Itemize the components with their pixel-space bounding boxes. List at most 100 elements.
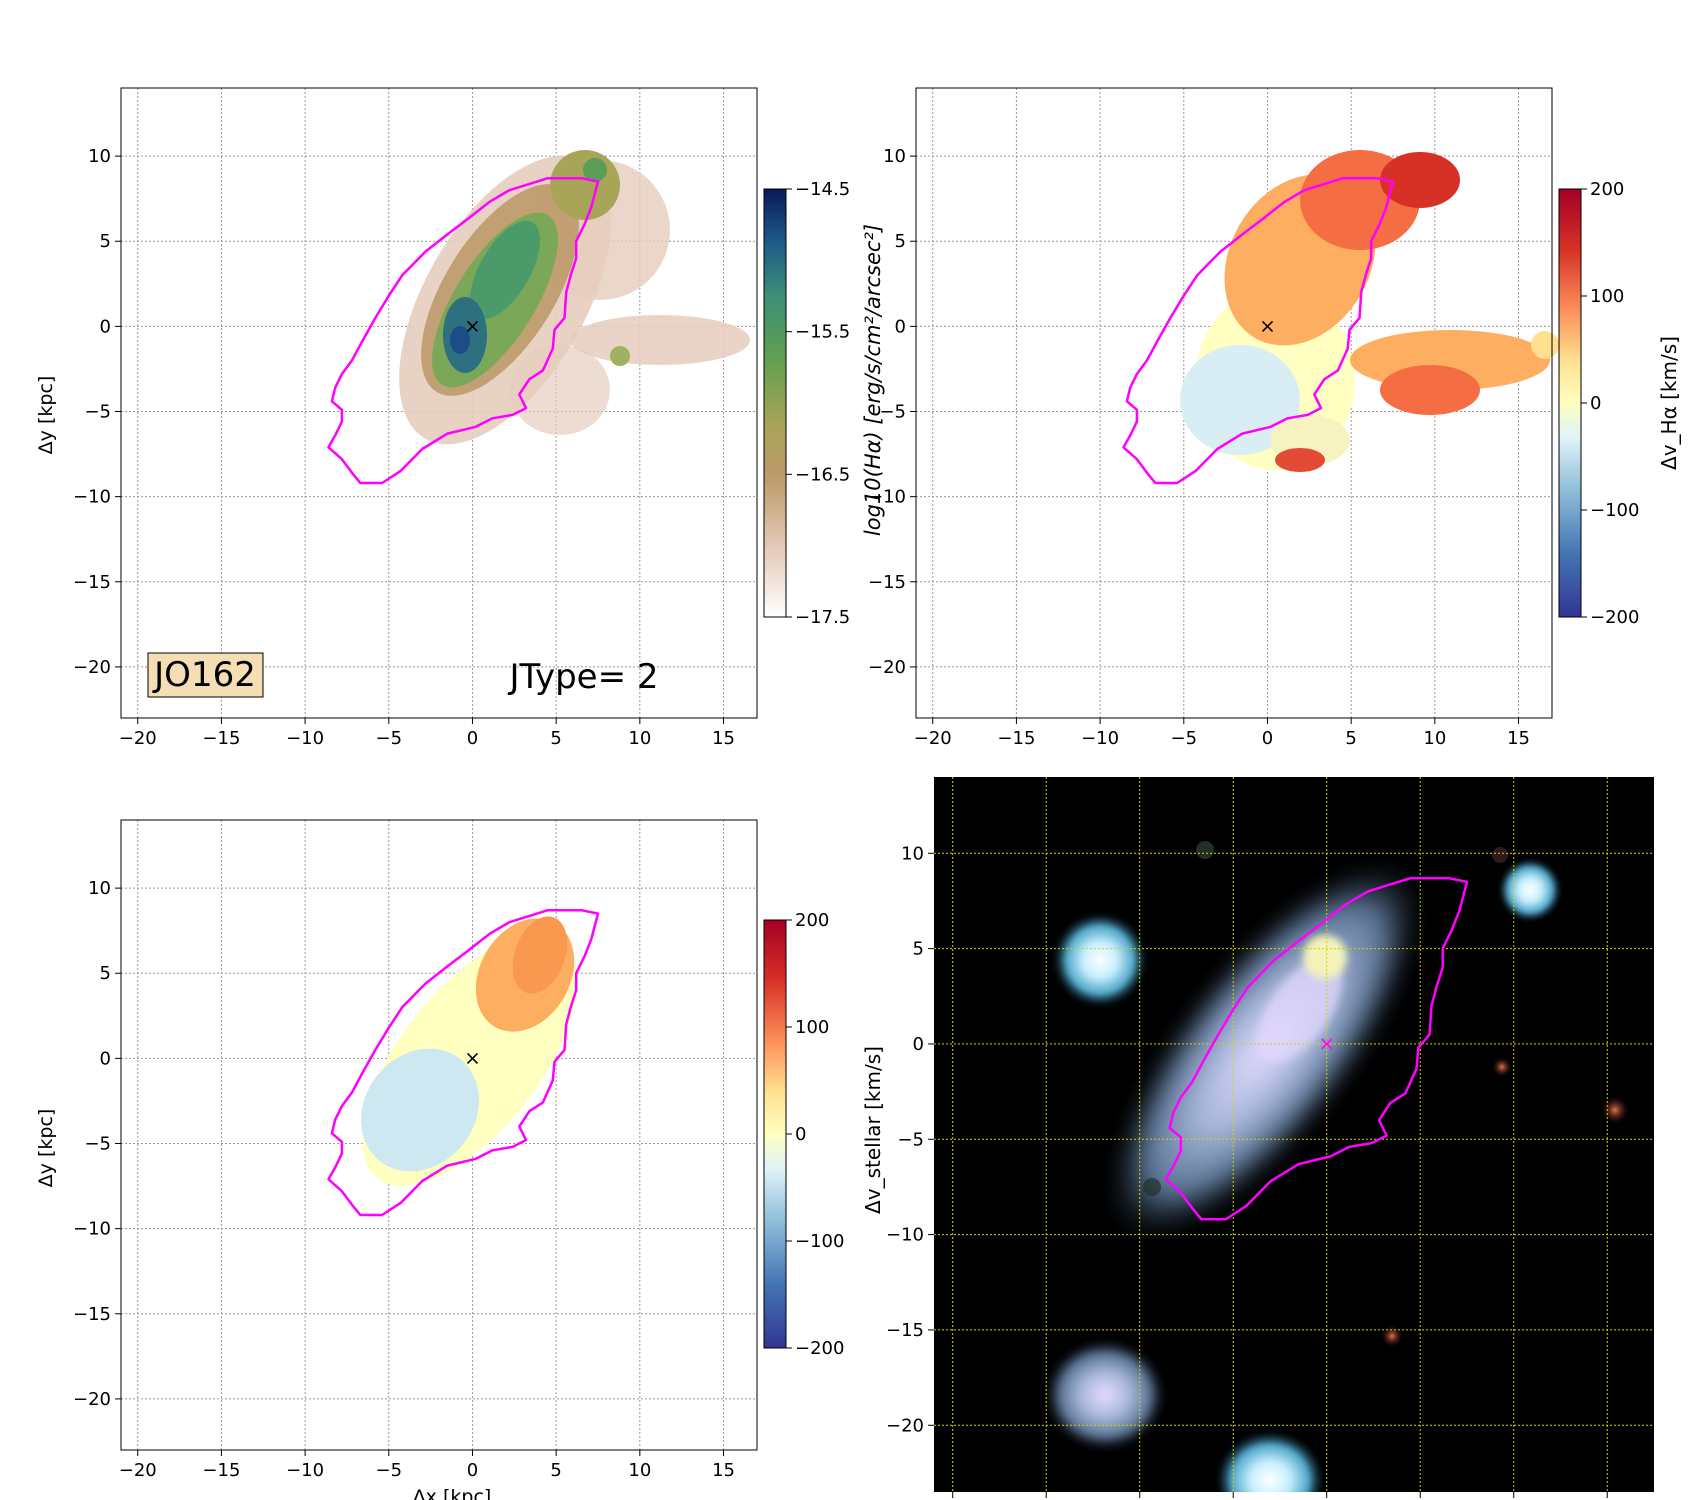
grid (121, 820, 757, 1450)
y-tick-label: −10 (73, 487, 111, 508)
contour-line (327, 908, 600, 1217)
y-tick-label: 0 (100, 1048, 111, 1069)
x-tick-label: 15 (712, 728, 735, 749)
colorbar-label: log10(Hα) [erg/s/cm²/arcsec²] (861, 224, 885, 536)
colorbar-tick-label: −100 (795, 1231, 844, 1252)
colorbar-ticks: −200 −100 0 100 200 (786, 910, 844, 1359)
y-tick-label: −10 (886, 1225, 924, 1246)
galaxy-contour (1164, 876, 1469, 1221)
x-tick-label: −5 (376, 728, 403, 749)
center-x-mark (466, 1052, 479, 1064)
y-tick-label: −15 (73, 572, 111, 593)
x-tick-label: −20 (119, 728, 157, 749)
x-tick-label: 10 (1423, 728, 1446, 749)
jtype-label: JType= 2 (507, 657, 658, 697)
colorbar-tick-label: 200 (795, 910, 829, 931)
y-ticks: −20 −15 −10 −5 0 5 10 (73, 146, 121, 678)
x-tick-label: −10 (286, 728, 324, 749)
x-tick-label: 0 (1262, 728, 1273, 749)
x-tick-label: 10 (628, 1460, 651, 1481)
x-tick-label: −5 (376, 1460, 403, 1481)
y-tick-label: −20 (73, 1389, 111, 1410)
grid (934, 777, 1654, 1492)
y-tick-label: −20 (73, 657, 111, 678)
y-axis-label: Δy [kpc] (35, 1109, 57, 1188)
y-tick-label: 0 (913, 1034, 924, 1055)
x-tick-label: −5 (1171, 728, 1198, 749)
y-ticks: −20 −15 −10 −5 0 5 10 (886, 843, 934, 1436)
y-tick-label: −20 (886, 1415, 924, 1436)
y-tick-label: 10 (901, 843, 924, 864)
colorbar-label: Δv_Hα [km/s] (1657, 336, 1681, 470)
x-tick-label: 0 (467, 728, 478, 749)
colorbar-tick-label: −15.5 (795, 322, 850, 343)
colorbar-tick-label: 100 (795, 1017, 829, 1038)
y-tick-label: 0 (100, 316, 111, 337)
x-tick-label: −10 (1081, 728, 1119, 749)
center-marker (466, 320, 479, 332)
colorbar (763, 919, 787, 1349)
y-ticks: −20 −15 −10 −5 0 5 10 (73, 878, 121, 1410)
halpha-flux-panel: −20 −15 −10 −5 0 5 10 15 −20 −15 −10 −5 0 5 10 Δy [kp… (35, 87, 885, 749)
colorbar-tick-label: −100 (1590, 500, 1639, 521)
y-tick-label: −20 (868, 657, 906, 678)
y-tick-label: −15 (73, 1304, 111, 1325)
y-tick-label: −10 (73, 1219, 111, 1240)
halpha-velocity-map (1180, 150, 1559, 472)
y-tick-label: −10 (868, 487, 906, 508)
contour-line (1164, 876, 1469, 1221)
x-tick-label: 5 (550, 728, 561, 749)
center-x-mark (1321, 1038, 1333, 1050)
axes-frame (120, 819, 758, 1451)
colorbar-tick-label: −16.5 (795, 464, 850, 485)
colorbar-label: Δv_stellar [km/s] (861, 1046, 885, 1214)
colorbar-tick-label: 200 (1590, 179, 1624, 200)
center-marker (466, 1052, 479, 1064)
colorbar-tick-label: 0 (795, 1124, 806, 1145)
galaxy-contour (327, 908, 600, 1217)
halpha-velocity-panel: −20 −15 −10 −5 0 5 10 15 −20 −15 −10 −5 0 5 10 −200 −1… (868, 87, 1681, 749)
axes-frame (120, 87, 758, 719)
center-marker (1321, 1038, 1333, 1050)
colorbar-tick-label: 0 (1590, 393, 1601, 414)
y-tick-label: −15 (886, 1320, 924, 1341)
x-tick-label: −15 (202, 728, 240, 749)
stellar-velocity-panel: −20 −15 −10 −5 0 5 10 15 −20 −15 −10 −5 0 5 10 Δx [kp… (35, 819, 885, 1500)
x-axis-label: Δx [kpc] (413, 1486, 492, 1500)
galaxy-label-box (147, 652, 264, 698)
center-marker (1261, 320, 1274, 332)
y-tick-label: 10 (88, 878, 111, 899)
colorbar-ticks: −17.5 −16.5 −15.5 −14.5 (786, 179, 850, 628)
x-tick-label: −20 (914, 728, 952, 749)
x-tick-label: −20 (119, 1460, 157, 1481)
y-tick-label: 5 (913, 939, 924, 960)
center-x-mark (466, 320, 479, 332)
galaxy-contour (1122, 176, 1395, 485)
colorbar-tick-label: 100 (1590, 286, 1624, 307)
colorbar-ticks: −200 −100 0 100 200 (1581, 179, 1639, 628)
galaxy-contour (327, 176, 600, 485)
colorbar (763, 188, 787, 618)
y-ticks: −20 −15 −10 −5 0 5 10 (868, 146, 916, 678)
colorbar-tick-label: −14.5 (795, 179, 850, 200)
x-tick-label: −10 (286, 1460, 324, 1481)
y-tick-label: −5 (879, 402, 906, 423)
contour-line (1122, 176, 1395, 485)
y-tick-label: −5 (84, 402, 111, 423)
y-tick-label: 0 (895, 316, 906, 337)
y-axis-label: Δy [kpc] (35, 376, 57, 455)
x-tick-label: 0 (467, 1460, 478, 1481)
halpha-flux-map (399, 150, 750, 445)
y-tick-label: 5 (895, 231, 906, 252)
y-tick-label: −5 (84, 1134, 111, 1155)
axes-frame (915, 87, 1553, 719)
x-tick-label: 10 (628, 728, 651, 749)
x-tick-label: 15 (712, 1460, 735, 1481)
x-tick-label: −15 (997, 728, 1035, 749)
colorbar-tick-label: −200 (795, 1338, 844, 1359)
colorbar-tick-label: −200 (1590, 607, 1639, 628)
